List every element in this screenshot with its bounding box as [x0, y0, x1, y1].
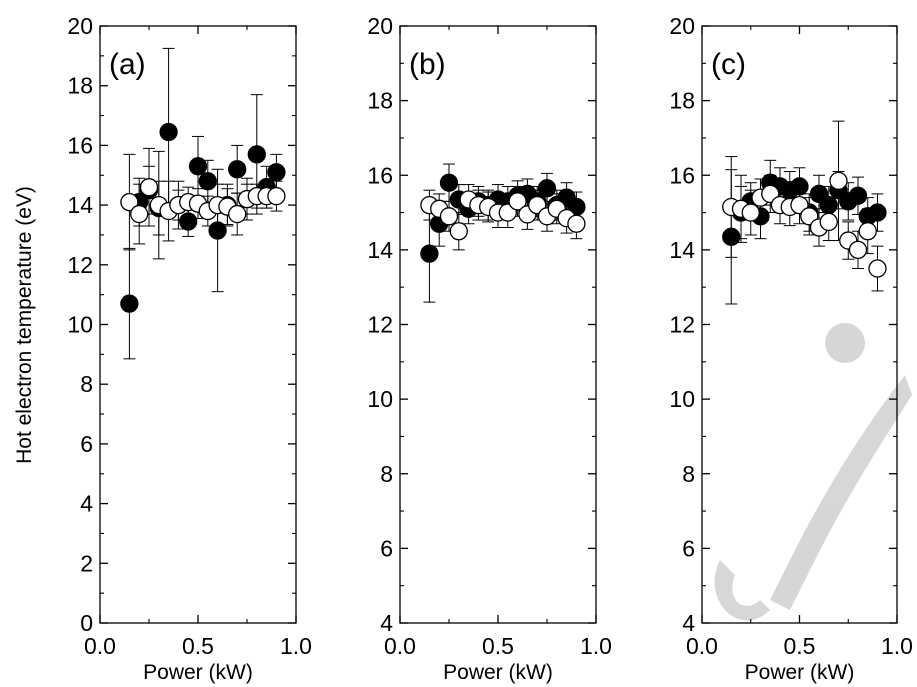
x-tick-label: 0.5 [482, 633, 514, 659]
data-point-filled [848, 186, 868, 205]
data-point-filled [247, 145, 266, 164]
data-point-open [848, 240, 868, 260]
y-tick-label: 16 [367, 162, 393, 188]
y-tick-label: 6 [682, 535, 695, 561]
y-tick-label: 6 [80, 431, 93, 457]
data-point-open [868, 259, 887, 278]
data-point-open [567, 214, 586, 233]
x-tick-label: 0.0 [686, 633, 718, 659]
data-point-open [439, 207, 459, 226]
y-tick-label: 10 [367, 386, 393, 412]
x-tick-label: 0.5 [182, 633, 214, 659]
x-tick-label: 1.0 [881, 633, 913, 659]
data-point-filled [159, 122, 178, 142]
y-tick-label: 12 [669, 312, 695, 338]
data-point-open [829, 171, 848, 190]
panel-label: (a) [109, 48, 146, 81]
panel-b: 0.0 0.5 1.0 4 6 8 10 12 14 16 18 20 Power (kW) (b) [367, 13, 612, 684]
series-open-circles [420, 184, 586, 251]
panel-label: (b) [409, 48, 446, 81]
series-filled-circles [420, 163, 586, 303]
y-tick-label: 8 [80, 371, 93, 397]
y-tick-label: 8 [682, 461, 695, 487]
y-tick-label: 20 [367, 13, 393, 39]
series-open-circles [120, 147, 286, 260]
y-tick-label: 4 [682, 610, 695, 636]
y-tick-label: 2 [80, 550, 93, 576]
data-point-filled [267, 163, 286, 182]
data-point-open [139, 178, 159, 197]
x-axis-title: Power (kW) [443, 661, 553, 684]
x-tick-label: 1.0 [580, 633, 612, 659]
x-tick-label: 0.5 [784, 633, 816, 659]
x-tick-label: 1.0 [280, 633, 312, 659]
data-point-open [858, 222, 877, 241]
data-point-open [449, 222, 468, 241]
y-tick-label: 12 [67, 252, 93, 278]
x-axis-title: Power (kW) [745, 661, 855, 684]
y-tick-label: 14 [67, 192, 93, 218]
data-point-open [267, 186, 286, 206]
data-point-open [819, 212, 838, 232]
y-axis-title: Hot electron temperature (eV) [13, 186, 36, 464]
y-tick-label: 16 [67, 132, 93, 158]
data-point-filled [228, 160, 247, 179]
data-point-filled [537, 179, 557, 198]
watermark [714, 323, 912, 621]
data-point-filled [120, 294, 139, 313]
x-tick-label: 0.0 [384, 633, 416, 659]
y-tick-label: 10 [669, 386, 695, 412]
x-tick-label: 0.0 [84, 633, 116, 659]
y-tick-label: 6 [380, 535, 393, 561]
series-open-circles [722, 120, 887, 292]
panel-label: (c) [711, 48, 746, 81]
y-tick-label: 10 [67, 312, 93, 338]
y-tick-label: 18 [367, 88, 393, 114]
y-tick-label: 4 [380, 610, 393, 636]
y-tick-label: 20 [669, 13, 695, 39]
data-point-filled [439, 173, 459, 192]
data-point-filled [198, 172, 217, 191]
data-point-open [741, 203, 760, 222]
y-tick-label: 12 [367, 312, 393, 338]
y-tick-label: 18 [669, 88, 695, 114]
plot-frame [701, 25, 898, 624]
y-tick-label: 20 [67, 13, 93, 39]
y-tick-label: 18 [67, 73, 93, 99]
plot-frame [399, 25, 597, 624]
x-axis-title: Power (kW) [143, 661, 253, 684]
panel-c: 0.0 0.5 1.0 4 6 8 10 12 14 16 18 20 Power (kW) (c) [669, 13, 913, 684]
y-tick-label: 16 [669, 162, 695, 188]
y-tick-label: 8 [380, 461, 393, 487]
data-point-filled [420, 244, 439, 263]
y-tick-label: 14 [669, 237, 695, 263]
panel-a: 0.0 0.5 1.0 0 2 4 6 8 10 12 14 16 18 20 Power (kW) (a) [67, 13, 312, 684]
data-point-open [120, 192, 139, 212]
y-tick-label: 14 [367, 237, 393, 263]
data-point-filled [188, 157, 208, 176]
y-tick-label: 4 [80, 491, 93, 517]
data-point-filled [868, 203, 887, 222]
data-point-open [508, 192, 527, 211]
data-point-open [228, 204, 247, 224]
data-point-open [130, 204, 149, 224]
y-tick-label: 0 [80, 610, 93, 636]
